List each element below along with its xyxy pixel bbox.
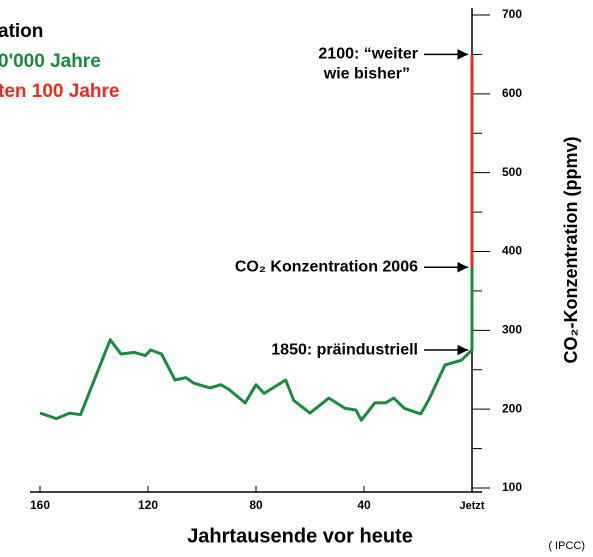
- x-tick-label: 120: [138, 498, 158, 512]
- y-tick-label: 700: [502, 7, 522, 21]
- x-axis-label: Jahrtausende vor heute: [187, 525, 413, 547]
- y-tick-label: 500: [502, 165, 522, 179]
- y-tick-label: 400: [502, 244, 522, 258]
- annotation-text: CO₂ Konzentration 2006: [235, 258, 418, 275]
- x-tick-label: 40: [357, 498, 371, 512]
- annotation-text: 2100: “weiter: [318, 46, 418, 63]
- x-tick-label: 160: [30, 498, 50, 512]
- y-tick-label: 100: [502, 480, 522, 494]
- legend-entry: ten 100 Jahre: [0, 81, 119, 102]
- annotation-text: wie bisher”: [323, 66, 410, 83]
- y-axis-label: CO₂-Konzentration (ppmv): [561, 137, 581, 364]
- y-tick-label: 200: [502, 401, 522, 415]
- annotation-text: 1850: präindustriell: [271, 341, 418, 358]
- data-line: [39, 267, 474, 422]
- x-tick-label: 80: [249, 498, 263, 512]
- y-tick-label: 300: [502, 323, 522, 337]
- x-tick-label: Jetzt: [459, 500, 484, 512]
- source: ( IPCC): [548, 540, 585, 552]
- y-tick-label: 600: [502, 86, 522, 100]
- legend-title: ation: [0, 21, 43, 42]
- legend-entry: 0'000 Jahre: [0, 51, 101, 72]
